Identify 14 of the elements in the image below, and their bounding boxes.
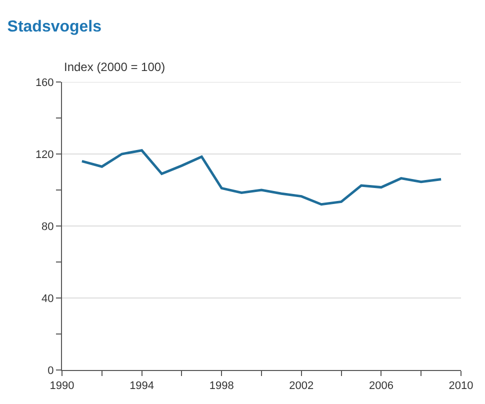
y-tick-label: 160 bbox=[35, 76, 54, 89]
x-tick-label: 1998 bbox=[209, 380, 234, 392]
x-tick-label: 1990 bbox=[50, 380, 74, 392]
y-tick-label: 80 bbox=[42, 220, 54, 233]
x-tick-label: 2002 bbox=[289, 380, 314, 392]
chart-title: Stadsvogels bbox=[7, 18, 102, 36]
y-axis-title: Index (2000 = 100) bbox=[64, 60, 166, 74]
x-tick-label: 1994 bbox=[130, 380, 154, 392]
x-tick-label: 2006 bbox=[368, 380, 394, 392]
y-tick-label: 0 bbox=[48, 364, 54, 377]
y-tick-label: 40 bbox=[42, 292, 54, 305]
x-tick-label: 2010 bbox=[448, 380, 474, 392]
line-series bbox=[80, 149, 442, 206]
y-tick-label: 120 bbox=[35, 148, 54, 161]
